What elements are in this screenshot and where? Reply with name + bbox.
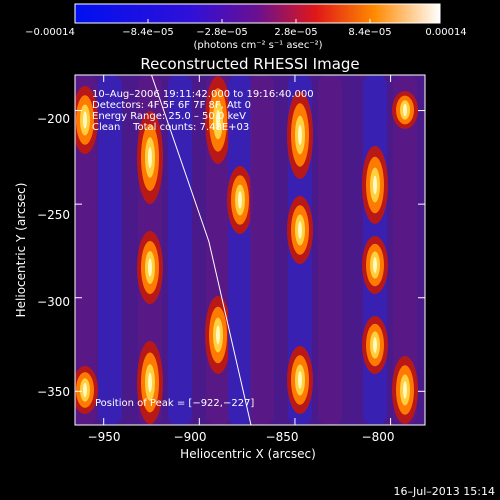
annotation-detectors: Detectors: 4F 5F 6F 7F 8F, Att 0 <box>92 100 251 111</box>
band <box>75 75 97 425</box>
band <box>98 75 122 425</box>
hot-region <box>148 372 152 393</box>
x-tick-label: −850 <box>266 430 299 444</box>
hot-region <box>298 221 302 239</box>
y-axis-title: Heliocentric Y (arcsec) <box>14 183 28 318</box>
colorbar-tick-label: −0.00014 <box>25 27 75 38</box>
hot-region <box>238 191 242 209</box>
chart-title: Reconstructed RHESSI Image <box>140 55 359 73</box>
hot-region <box>83 111 87 129</box>
y-tick-label: −300 <box>37 295 70 309</box>
colorbar-ticks <box>74 19 441 23</box>
y-tick-label: −350 <box>37 385 70 399</box>
colorbar-tick-label: 2.8e−05 <box>274 27 317 38</box>
annotation-time-range: 10–Aug–2006 19:11:42.000 to 19:16:40.000 <box>92 89 314 100</box>
footer-timestamp: 16–Jul–2013 15:14 <box>394 485 495 498</box>
hot-region <box>148 258 152 277</box>
plot-frame <box>74 74 426 426</box>
annotation-energy-range: Energy Range: 25.0 – 50.0 keV <box>92 111 246 122</box>
hot-region <box>403 381 407 399</box>
solar-limb-line <box>151 75 252 425</box>
x-tick-label: −950 <box>88 430 121 444</box>
hot-region <box>373 257 377 273</box>
hot-region <box>403 103 407 117</box>
hot-region <box>216 325 220 345</box>
colorbar-tick-label: 8.4e−05 <box>348 27 391 38</box>
intensity-map <box>75 75 418 425</box>
hot-region <box>373 175 377 195</box>
y-tick-label: −250 <box>37 208 70 222</box>
hot-region <box>373 337 377 353</box>
hot-region <box>83 382 87 398</box>
x-tick-label: −800 <box>362 430 395 444</box>
y-tick-label: −200 <box>37 112 70 126</box>
hot-region <box>298 371 302 389</box>
band <box>228 75 252 425</box>
axis-ticks <box>75 75 425 425</box>
hot-region <box>298 124 302 146</box>
x-tick-label: −900 <box>174 430 207 444</box>
x-axis-title: Heliocentric X (arcsec) <box>180 447 316 461</box>
band <box>318 75 342 425</box>
annotation-peak-position: Position of Peak = [−922,−227] <box>95 398 254 409</box>
band <box>393 75 417 425</box>
annotation-method: Clean Total counts: 7.48E+03 <box>92 122 249 133</box>
hot-region <box>216 109 220 131</box>
band <box>250 75 274 425</box>
colorbar <box>74 3 441 24</box>
band <box>168 75 192 425</box>
colorbar-tick-label: −8.4e−05 <box>122 27 174 38</box>
colorbar-tick-label: 0.00014 <box>425 27 466 38</box>
hot-region <box>148 146 152 169</box>
colorbar-tick-label: −2.8e−05 <box>196 27 248 38</box>
colorbar-unit-label: (photons cm⁻² s⁻¹ asec⁻²) <box>193 40 322 51</box>
